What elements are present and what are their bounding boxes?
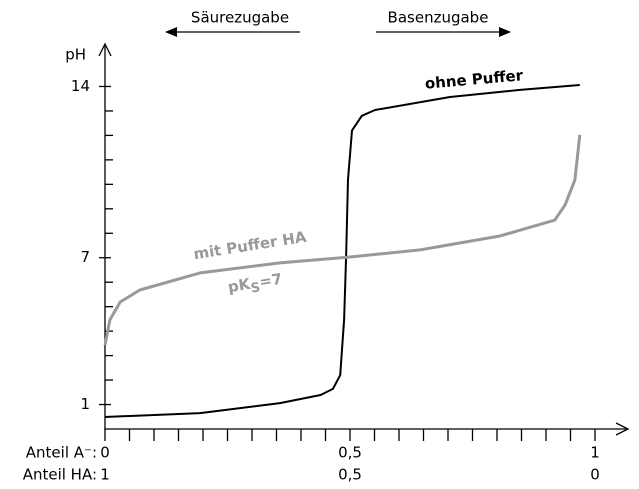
base-arrowhead bbox=[499, 27, 511, 37]
series-label: mit Puffer HA bbox=[192, 228, 308, 264]
pks-part: S bbox=[250, 280, 262, 296]
y-axis-label: pH bbox=[65, 46, 86, 64]
y-axis-arrow bbox=[98, 42, 112, 57]
x-tick-label: 1 bbox=[590, 444, 600, 462]
pks-part: =7 bbox=[258, 269, 284, 290]
pks-label: pKS=7 bbox=[226, 269, 284, 299]
x2-tick-label: 0,5 bbox=[338, 466, 362, 484]
y-tick-label: 7 bbox=[80, 248, 90, 266]
y-tick-label: 1 bbox=[80, 395, 90, 413]
x-axis-arrow bbox=[615, 422, 630, 436]
acid-arrowhead bbox=[165, 27, 177, 37]
x-tick-label: 0 bbox=[100, 444, 110, 462]
series-line bbox=[104, 84, 580, 418]
x2-axis-label: Anteil HA: bbox=[23, 466, 97, 484]
series-line bbox=[103, 134, 582, 346]
x2-tick-label: 1 bbox=[100, 466, 110, 484]
x-tick-label: 0,5 bbox=[338, 444, 362, 462]
acid-label: Säurezugabe bbox=[191, 9, 289, 27]
base-label: Basenzugabe bbox=[388, 9, 489, 27]
x-axis-label: Anteil A⁻: bbox=[26, 444, 97, 462]
y-tick-label: 14 bbox=[71, 77, 90, 95]
pks-part: pK bbox=[226, 274, 252, 295]
series-label: ohne Puffer bbox=[424, 66, 524, 93]
x2-tick-label: 0 bbox=[590, 466, 600, 484]
